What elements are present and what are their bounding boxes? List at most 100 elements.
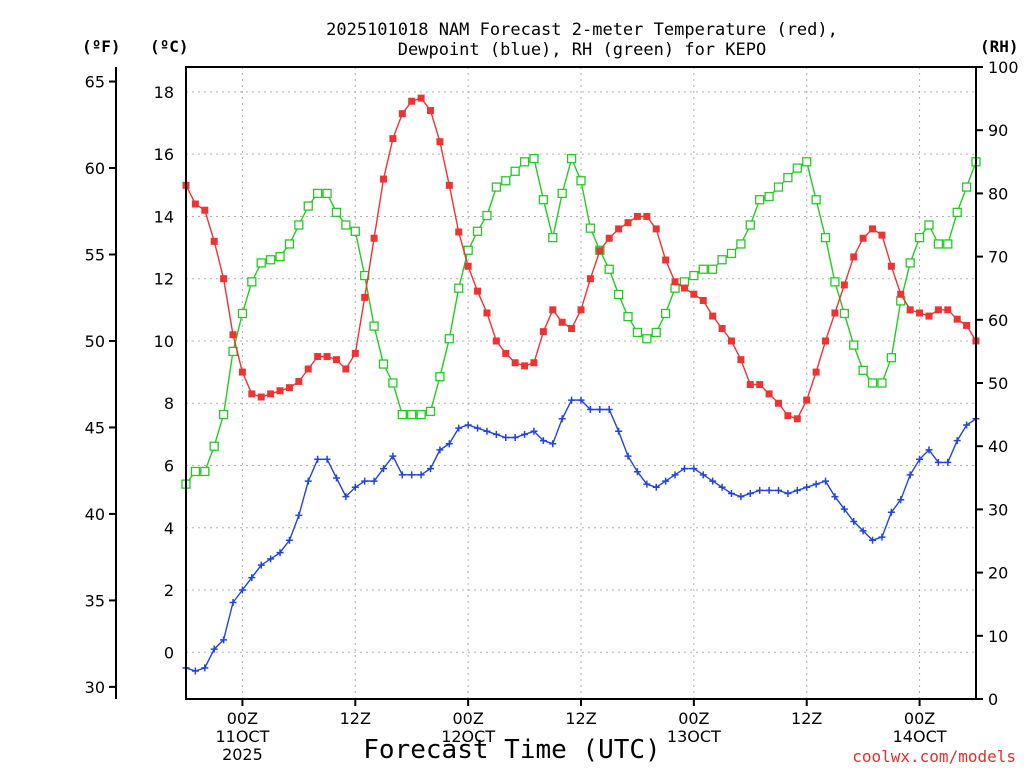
dewpoint-point — [332, 474, 340, 482]
temperature-point — [615, 225, 623, 233]
rh-point — [237, 308, 248, 319]
dewpoint-point — [474, 424, 482, 432]
dewpoint-point — [568, 396, 576, 404]
temperature-point — [370, 234, 378, 242]
dewpoint-point — [615, 427, 623, 435]
temperature-point — [380, 175, 387, 183]
rh-point — [454, 283, 464, 293]
dewpoint-point — [803, 483, 811, 491]
dewpoint-point — [380, 465, 387, 473]
tick-label-fahrenheit: 55 — [85, 245, 105, 264]
tick-label-fahrenheit: 30 — [85, 678, 105, 697]
rh-point — [943, 239, 953, 249]
temperature-point — [248, 390, 256, 398]
rh-point — [538, 195, 549, 205]
dewpoint-point — [483, 427, 491, 435]
dewpoint-point — [859, 527, 867, 535]
tick-label-rh: 30 — [988, 500, 1008, 519]
dewpoint-point — [718, 483, 726, 491]
dewpoint-point — [511, 433, 519, 441]
rh-point — [660, 308, 671, 319]
tick-label-celsius: 14 — [154, 207, 174, 226]
temperature-point — [201, 206, 209, 214]
rh-point — [867, 378, 878, 388]
dewpoint-point — [586, 405, 594, 413]
temperature-point — [285, 384, 293, 392]
rh-point — [811, 195, 821, 205]
temperature-point — [210, 237, 218, 245]
dewpoint-point — [906, 471, 914, 479]
rh-point — [736, 239, 746, 249]
temperature-point — [257, 393, 265, 401]
tick-label-fahrenheit: 50 — [85, 332, 105, 351]
rh-point — [877, 378, 887, 388]
dewpoint-point — [492, 430, 500, 438]
x-tick-date: 11OCT — [215, 727, 269, 746]
temperature-point — [492, 337, 500, 345]
temperature-point — [934, 306, 942, 314]
temperature-point — [511, 359, 519, 367]
temperature-point — [408, 97, 416, 105]
dewpoint-point — [887, 508, 895, 516]
series-dewpoint-line — [182, 396, 980, 675]
dewpoint-point — [417, 471, 425, 479]
temperature-point — [295, 377, 303, 385]
dewpoint-point — [916, 455, 924, 463]
tick-labels: 0 2 4 6 8 10 12 14 16 18 30 35 40 45 50 55 60 65 0 10 20 30 40… — [85, 58, 1019, 764]
x-tick-date: 14OCT — [893, 727, 947, 746]
dewpoint-point — [756, 486, 764, 494]
rh-point — [933, 239, 944, 249]
rh-point — [961, 182, 972, 192]
temperature-point — [624, 219, 632, 227]
temperature-point — [276, 387, 284, 395]
rh-point — [924, 220, 934, 230]
rh-point — [613, 289, 624, 300]
dewpoint-point — [746, 490, 754, 498]
dewpoint-point — [295, 511, 303, 519]
rh-point — [313, 188, 323, 199]
rh-point — [369, 321, 379, 331]
dewpoint-point — [229, 598, 237, 606]
rh-point — [444, 334, 454, 344]
temperature-point — [925, 312, 933, 320]
temperature-point — [521, 362, 529, 370]
x-tick-label: 00Z — [452, 709, 483, 728]
temperature-point — [558, 318, 566, 326]
rh-point — [905, 258, 915, 268]
temperature-point — [906, 306, 914, 314]
tick-label-rh: 10 — [988, 627, 1008, 646]
temperature-point — [963, 321, 971, 329]
dewpoint-point — [210, 645, 218, 653]
dewpoint-point — [398, 471, 406, 479]
temperature-point — [831, 309, 839, 317]
tick-label-rh: 0 — [988, 690, 998, 709]
dewpoint-point — [596, 405, 604, 413]
rh-point — [190, 466, 201, 477]
rh-point — [830, 277, 840, 287]
tick-label-rh: 60 — [988, 311, 1008, 330]
tick-label-celsius: 0 — [164, 643, 174, 662]
rh-point — [849, 340, 859, 350]
rh-point — [529, 153, 539, 164]
dewpoint-point — [680, 465, 688, 473]
temperature-point — [577, 306, 585, 314]
dewpoint-point — [436, 446, 444, 454]
rh-point — [284, 239, 295, 249]
rh-point — [388, 378, 398, 388]
grid-lines — [186, 67, 976, 699]
dewpoint-point — [812, 480, 820, 488]
dewpoint-point — [455, 424, 463, 432]
x-tick-date: 12OCT — [441, 727, 495, 746]
rh-point — [200, 466, 210, 477]
temperature-point — [690, 290, 698, 298]
temperature-point — [840, 281, 848, 289]
tick-label-celsius: 16 — [154, 145, 174, 164]
rh-point — [256, 258, 266, 268]
temperature-point — [191, 200, 199, 208]
temperature-point — [314, 353, 322, 361]
rh-point — [407, 409, 417, 420]
tick-label-fahrenheit: 45 — [85, 418, 105, 437]
dewpoint-point — [963, 421, 971, 429]
tick-label-rh: 100 — [988, 58, 1019, 77]
dewpoint-point — [709, 477, 717, 485]
